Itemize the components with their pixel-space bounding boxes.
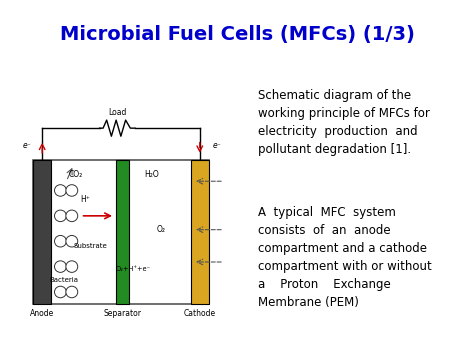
Text: Substrate: Substrate: [73, 243, 107, 249]
Text: H⁺: H⁺: [81, 195, 90, 204]
Circle shape: [55, 286, 66, 298]
Bar: [191, 160, 209, 304]
Text: O₂+H⁺+e⁻: O₂+H⁺+e⁻: [115, 266, 150, 272]
Text: e⁻: e⁻: [212, 141, 221, 150]
Circle shape: [55, 185, 66, 196]
Circle shape: [55, 261, 66, 272]
Text: Cathode: Cathode: [184, 310, 216, 318]
Circle shape: [66, 185, 78, 196]
Bar: [33, 160, 209, 304]
Text: e⁻: e⁻: [23, 141, 32, 150]
Text: CO₂: CO₂: [69, 170, 83, 179]
Text: Anode: Anode: [30, 310, 55, 318]
Circle shape: [66, 286, 78, 298]
Bar: [33, 160, 51, 304]
Circle shape: [55, 210, 66, 222]
Text: Separator: Separator: [104, 310, 142, 318]
Text: H₂O: H₂O: [145, 170, 159, 179]
Circle shape: [66, 235, 78, 247]
Text: Load: Load: [108, 108, 127, 116]
Circle shape: [66, 261, 78, 272]
Circle shape: [55, 235, 66, 247]
Text: A  typical  MFC  system
consists  of  an  anode
compartment and a cathode
compar: A typical MFC system consists of an anod…: [258, 206, 432, 309]
Bar: [116, 160, 129, 304]
Text: Schematic diagram of the
working principle of MFCs for
electricity  production  : Schematic diagram of the working princip…: [258, 89, 430, 156]
Text: O₂: O₂: [156, 225, 165, 234]
Circle shape: [66, 210, 78, 222]
Text: Microbial Fuel Cells (MFCs) (1/3): Microbial Fuel Cells (MFCs) (1/3): [60, 25, 414, 44]
Text: Bacteria: Bacteria: [49, 278, 79, 283]
